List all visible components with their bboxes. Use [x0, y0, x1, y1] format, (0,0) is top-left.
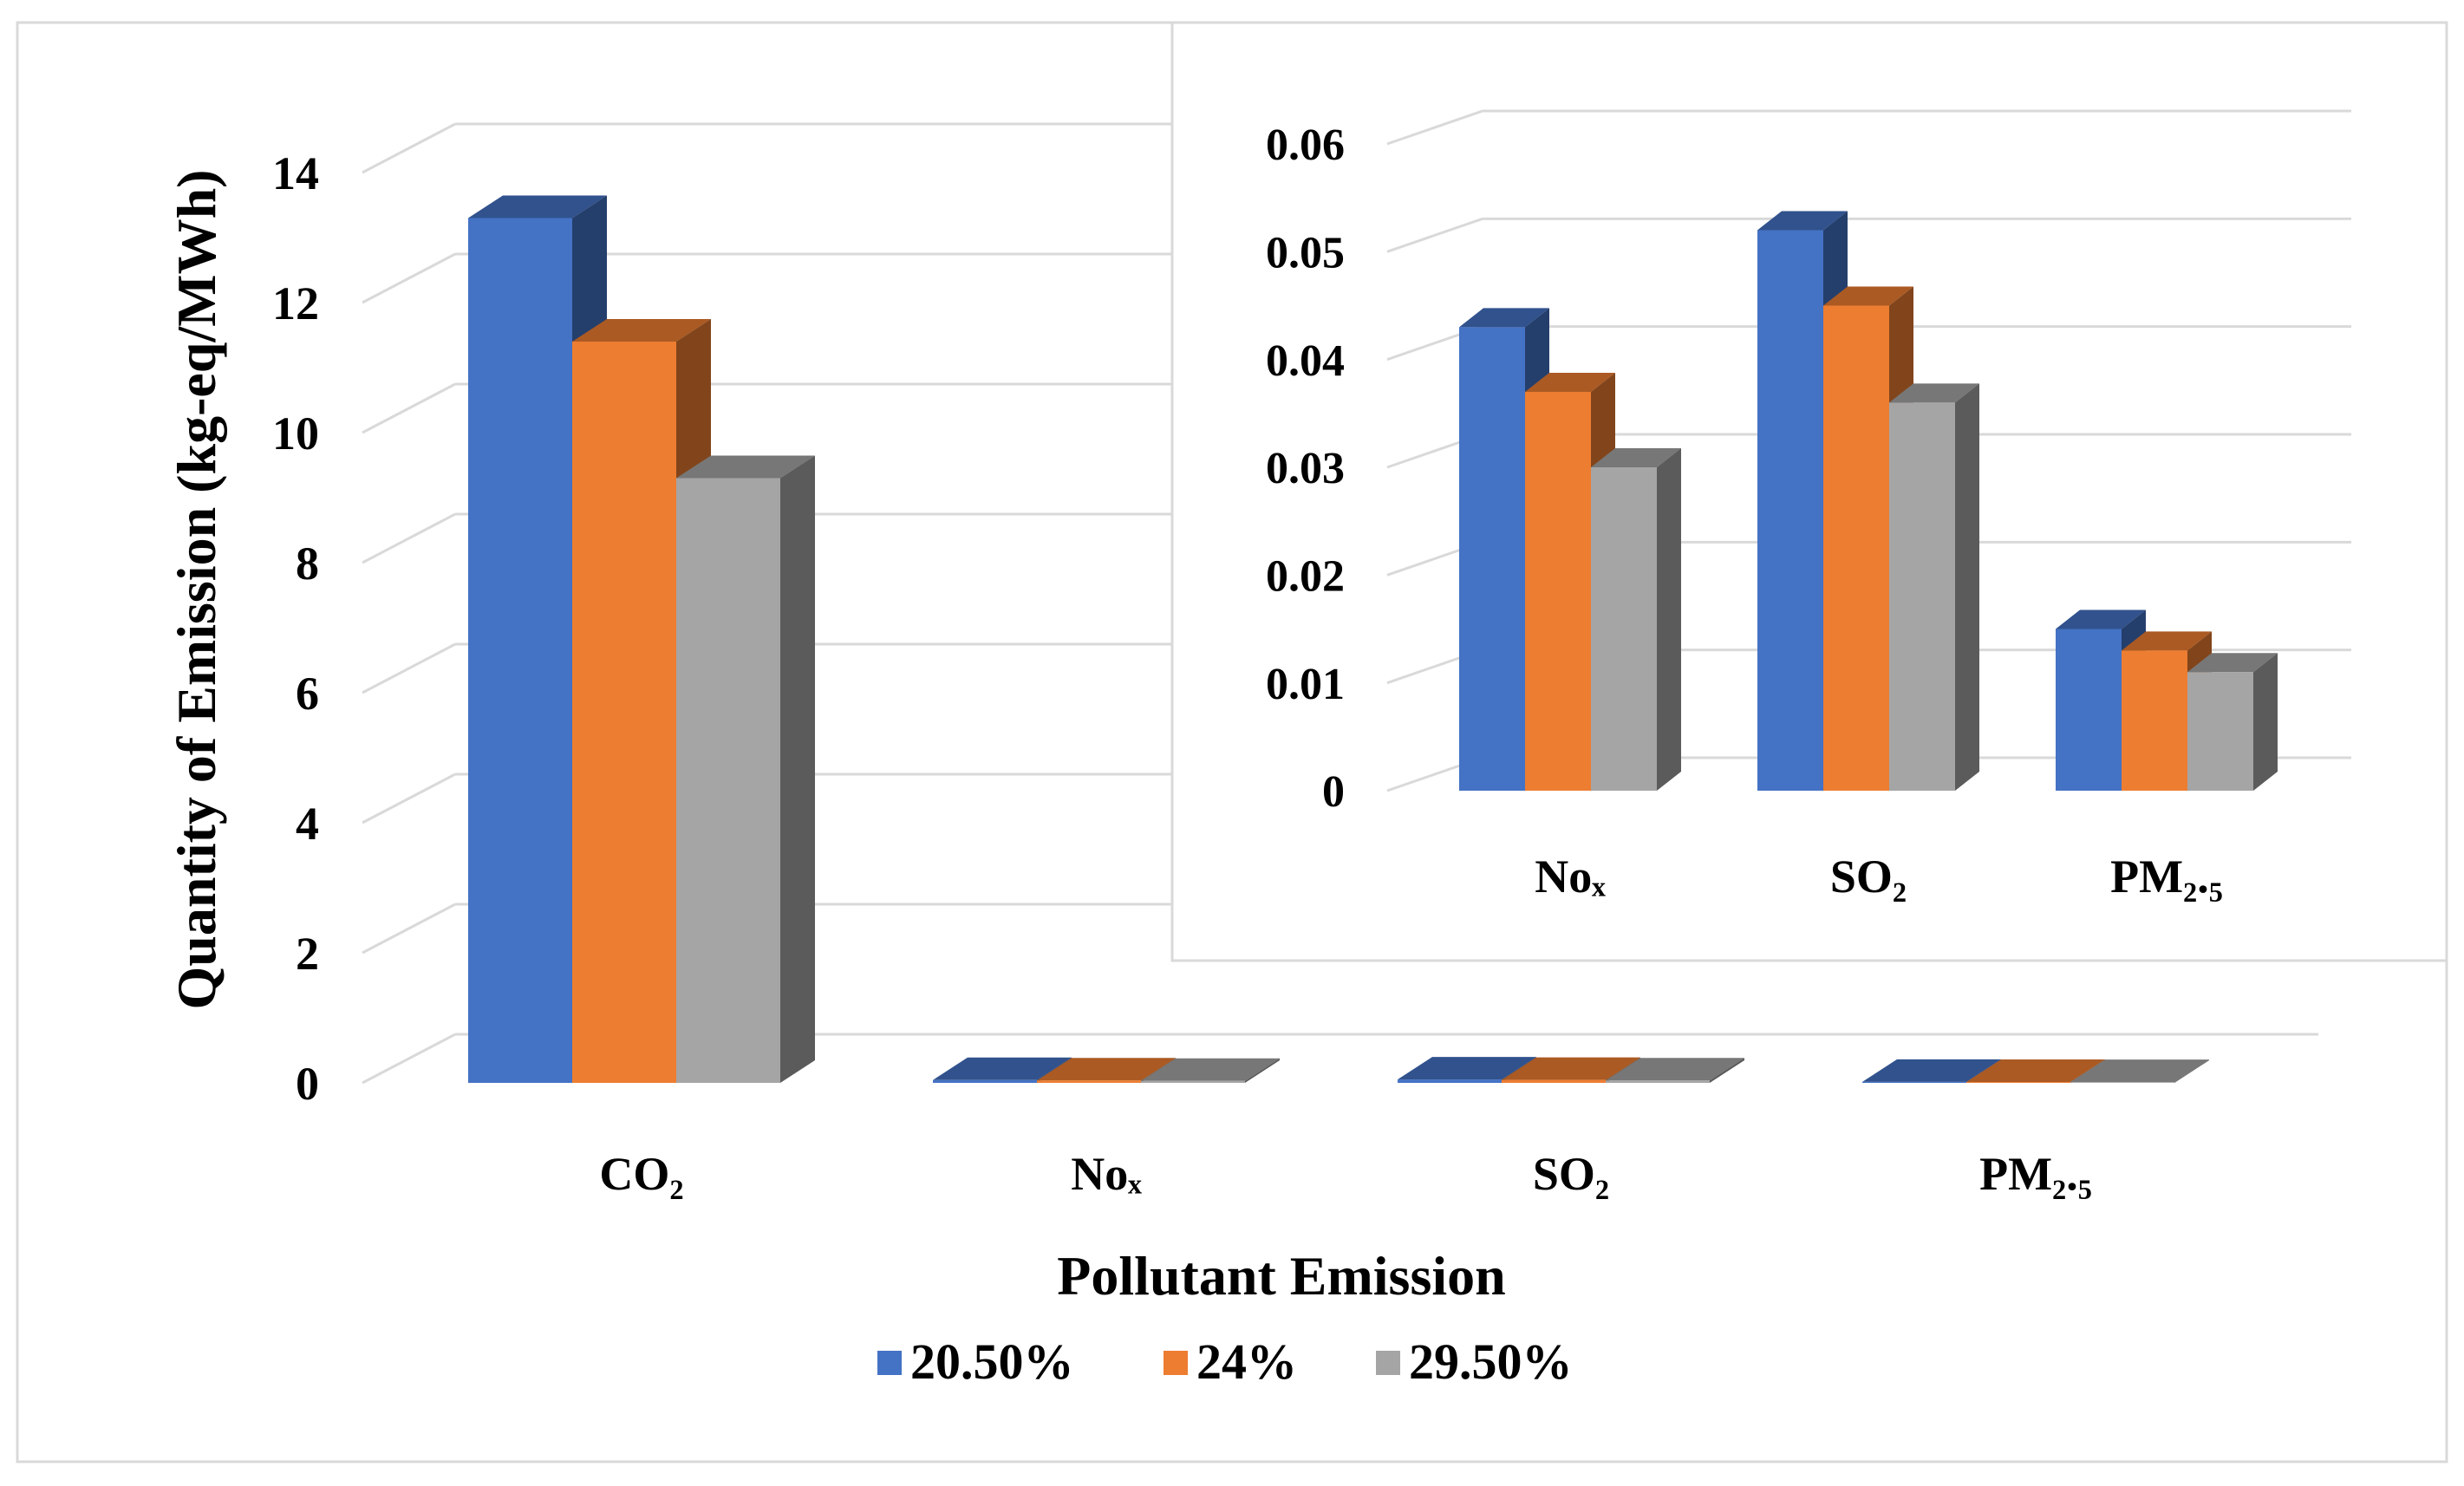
bar-so2-2950-side	[1955, 383, 1979, 791]
y-tick-label: 0.02	[1266, 552, 1345, 602]
bar-co2-24	[572, 342, 676, 1083]
y-tick-label: 0	[1322, 767, 1345, 817]
bar-pm25-24-top	[1966, 1059, 2105, 1083]
bar-pm25-2950-side	[2174, 1059, 2209, 1083]
x-tick-label: SO₂	[1830, 851, 1907, 903]
y-axis-title: Quantity of Emission (kg-eq/MWh)	[166, 170, 227, 1010]
bar-pm25-2950-top	[2070, 1059, 2209, 1083]
bar-pm25-2050-top	[1862, 1059, 2001, 1082]
gridline-diag	[362, 772, 456, 824]
bar-nox-2950	[1141, 1080, 1245, 1083]
bar-nox-2950-side	[1657, 448, 1681, 791]
x-axis-title: Pollutant Emission	[1057, 1245, 1505, 1307]
inset-x-tick-labels: Noₓ SO₂ PM₂.₅	[1535, 851, 2223, 903]
inset-bars	[1459, 211, 2278, 791]
y-tick-label: 0	[296, 1058, 319, 1110]
legend-swatch-24	[1164, 1351, 1188, 1375]
bar-pm25-2950-top	[2187, 653, 2278, 673]
legend-swatch-2950	[1376, 1351, 1400, 1375]
bar-nox-24-top	[1037, 1058, 1176, 1081]
gridline-diag	[1386, 109, 1483, 146]
bar-so2-24-top	[1823, 286, 1913, 306]
bar-nox-2050-top	[1459, 308, 1549, 328]
y-tick-label: 0.06	[1266, 121, 1345, 170]
bar-co2-2950-side	[780, 455, 815, 1083]
gridline-diag	[362, 382, 456, 434]
bar-nox-24	[1525, 391, 1591, 791]
bar-pm25-2950	[2070, 1082, 2174, 1083]
y-tick-label: 14	[272, 147, 319, 199]
x-tick-label: CO₂	[599, 1148, 683, 1200]
bar-so2-2950-top	[1889, 383, 1979, 403]
bar-so2-2050-top	[1757, 211, 1848, 231]
gridline-diag	[362, 903, 456, 955]
legend-label: 20.50%	[910, 1333, 1074, 1390]
bar-nox-2950-top	[1591, 448, 1681, 467]
y-tick-label: 6	[296, 668, 319, 720]
inset-y-tick-labels: 0 0.01 0.02 0.03 0.04 0.05 0.06	[1266, 121, 1345, 817]
bar-co2-24-top	[572, 319, 711, 342]
bar-nox-2950	[1591, 467, 1657, 791]
bar-so2-24-top	[1502, 1057, 1640, 1080]
bar-nox-2950-side	[1245, 1058, 1280, 1083]
legend: 20.50% 24% 29.50%	[877, 1333, 1573, 1390]
bar-pm25-24-top	[2122, 631, 2212, 651]
gridline-diag	[362, 642, 456, 694]
bar-pm25-24	[1966, 1082, 2070, 1083]
legend-swatch-2050	[877, 1351, 902, 1375]
bar-so2-2950	[1606, 1080, 1710, 1083]
x-tick-label: PM₂.₅	[2110, 851, 2223, 903]
x-tick-label: SO₂	[1533, 1148, 1609, 1200]
bar-so2-2050	[1398, 1079, 1502, 1083]
bar-nox-2050-top	[933, 1057, 1072, 1080]
bar-nox-2050	[933, 1079, 1037, 1083]
y-tick-label: 0.03	[1266, 444, 1345, 493]
bar-pm25-24	[2122, 650, 2187, 791]
bar-nox-24	[1037, 1080, 1141, 1083]
gridline-diag	[362, 1033, 456, 1085]
bar-pm25-2950-side	[2253, 653, 2278, 791]
gridline-diag	[1386, 217, 1483, 253]
bar-so2-2050-top	[1398, 1057, 1536, 1080]
main-bars	[468, 195, 2209, 1083]
y-tick-label: 0.01	[1266, 660, 1345, 709]
y-tick-label: 0.04	[1266, 336, 1345, 386]
bar-so2-2950-top	[1606, 1058, 1744, 1081]
x-tick-label: Noₓ	[1071, 1148, 1142, 1200]
bar-so2-2950-side	[1710, 1058, 1744, 1083]
x-tick-label: Noₓ	[1535, 851, 1606, 903]
bar-so2-2050	[1757, 230, 1823, 791]
gridline-diag	[362, 122, 456, 174]
bar-pm25-2050-top	[2056, 609, 2146, 629]
y-tick-label: 10	[272, 407, 319, 459]
bar-pm25-2050	[1862, 1081, 1966, 1083]
bar-co2-2950	[676, 478, 780, 1083]
y-tick-label: 2	[296, 928, 319, 980]
main-x-tick-labels: CO₂ Noₓ SO₂ PM₂.₅	[599, 1148, 2092, 1200]
bar-nox-2050	[1459, 327, 1525, 791]
legend-label: 24%	[1196, 1333, 1297, 1390]
gridline-diag	[362, 252, 456, 304]
bar-nox-2950-top	[1141, 1058, 1280, 1081]
bar-so2-2950	[1889, 402, 1955, 791]
bar-co2-2950-top	[676, 455, 815, 479]
x-tick-label: PM₂.₅	[1979, 1148, 2092, 1200]
bar-nox-24-top	[1525, 372, 1615, 392]
y-tick-label: 4	[296, 798, 319, 850]
bar-co2-2050-top	[468, 195, 607, 218]
legend-label: 29.50%	[1409, 1333, 1573, 1390]
gridline-diag	[362, 512, 456, 564]
y-tick-label: 0.05	[1266, 229, 1345, 278]
bar-pm25-2950	[2187, 672, 2253, 791]
bar-so2-24	[1823, 305, 1889, 791]
bar-so2-24	[1502, 1079, 1606, 1083]
y-tick-label: 12	[272, 277, 319, 329]
main-y-tick-labels: 0 2 4 6 8 10 12 14	[272, 147, 319, 1110]
bar-pm25-2050	[2056, 629, 2122, 791]
y-tick-label: 8	[296, 538, 319, 590]
bar-co2-2050	[468, 218, 572, 1083]
